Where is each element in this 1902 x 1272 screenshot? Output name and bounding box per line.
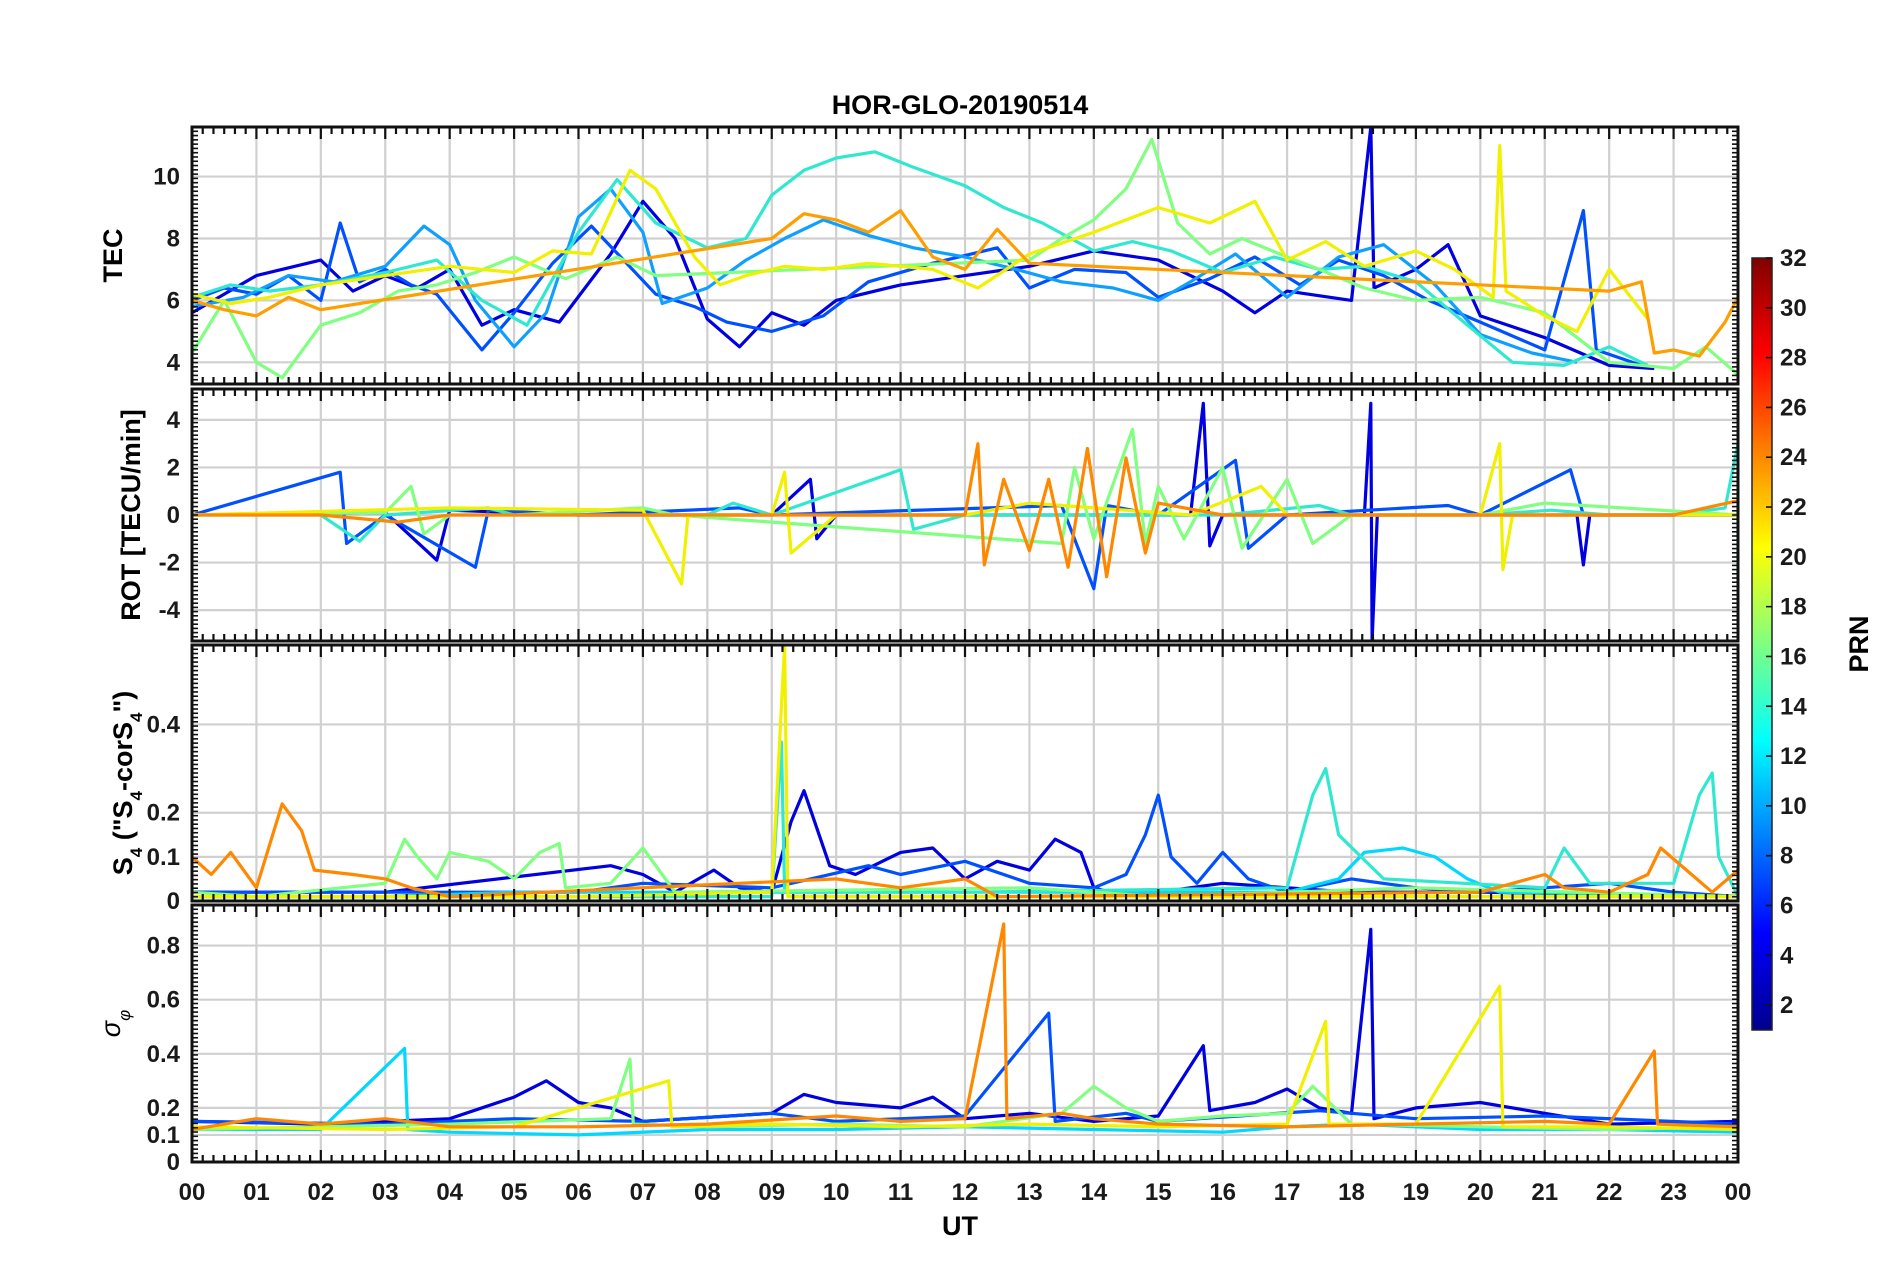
y-tick-label: 0.1 — [147, 1122, 180, 1149]
y-tick-label: 0.4 — [147, 1041, 181, 1068]
x-tick-label: 22 — [1596, 1179, 1623, 1206]
y-tick-label: 10 — [153, 164, 180, 191]
y-tick-label: 0.6 — [147, 987, 180, 1014]
x-tick-label: 08 — [694, 1179, 721, 1206]
colorbar-tick-label: 2 — [1780, 992, 1793, 1019]
y-tick-label: 0.1 — [147, 844, 180, 871]
x-tick-label: 01 — [243, 1179, 270, 1206]
colorbar-label: PRN — [1844, 615, 1874, 672]
y-tick-label: 0.8 — [147, 933, 180, 960]
x-tick-label: 19 — [1403, 1179, 1430, 1206]
x-tick-label: 04 — [436, 1179, 463, 1206]
chart-title: HOR-GLO-20190514 — [832, 90, 1089, 120]
series-prn-16 — [192, 837, 1738, 899]
y-tick-label: 0 — [167, 502, 180, 529]
series-prn-16 — [192, 137, 1738, 380]
y-axis-label: ROT [TECU/min] — [116, 409, 146, 620]
x-tick-label: 15 — [1145, 1179, 1172, 1206]
x-tick-label: 18 — [1338, 1179, 1365, 1206]
y-tick-label: 4 — [167, 349, 181, 376]
colorbar-tick-label: 16 — [1780, 643, 1807, 670]
colorbar-tick-label: 10 — [1780, 793, 1807, 820]
y-tick-label: 0.4 — [147, 711, 181, 738]
y-tick-label: 8 — [167, 225, 180, 252]
x-tick-label: 13 — [1016, 1179, 1043, 1206]
x-tick-label: 16 — [1209, 1179, 1236, 1206]
x-tick-label: 05 — [501, 1179, 528, 1206]
series-prn-6 — [192, 458, 1738, 591]
x-tick-label: 12 — [952, 1179, 979, 1206]
panel-sigma: 00.10.2 0.4 0.6 0.8 σφ — [96, 903, 1740, 1176]
colorbar-tick-label: 26 — [1780, 394, 1807, 421]
colorbar-tick-label: 32 — [1780, 245, 1807, 272]
x-tick-label: 14 — [1080, 1179, 1107, 1206]
y-tick-label: 0 — [167, 888, 180, 915]
colorbar-gradient — [1751, 257, 1773, 1031]
series-prn-16 — [192, 427, 1738, 550]
colorbar-tick-label: 14 — [1780, 693, 1807, 720]
y-axis-label: S4 ("S4-corS4") — [108, 691, 146, 876]
y-tick-label: 4 — [167, 407, 181, 434]
x-tick-label: 07 — [630, 1179, 657, 1206]
x-tick-label: 00 — [179, 1179, 206, 1206]
x-tick-label: 17 — [1274, 1179, 1301, 1206]
series-prn-16 — [192, 1057, 1738, 1132]
colorbar-tick-label: 18 — [1780, 594, 1807, 621]
colorbar-tick-label: 22 — [1780, 494, 1807, 521]
y-axis-label: TEC — [98, 229, 128, 283]
colorbar-tick-label: 28 — [1780, 345, 1807, 372]
x-tick-label: 11 — [888, 1179, 913, 1206]
y-tick-label: -2 — [159, 550, 180, 577]
series-prn-23 — [192, 209, 1738, 358]
colorbar-tick-label: 12 — [1780, 743, 1807, 770]
series-prn-23 — [192, 442, 1738, 579]
y-tick-label: 0 — [167, 1149, 180, 1176]
panel-tec: 4 6 8 10 TEC — [98, 125, 1740, 386]
series-prn-23 — [192, 922, 1738, 1132]
x-tick-label: 20 — [1467, 1179, 1494, 1206]
x-tick-label: 21 — [1531, 1179, 1558, 1206]
series-group — [192, 401, 1738, 641]
series-prn-23 — [192, 802, 1738, 899]
x-tick-label: 00 — [1725, 1179, 1752, 1206]
series-prn-13 — [192, 150, 1649, 367]
colorbar-tick-label: 6 — [1780, 892, 1793, 919]
y-tick-label: 2 — [167, 454, 180, 481]
panel-rot: -4 -2 0 2 4 ROT [TECU/min] — [116, 387, 1740, 643]
x-tick-label: 03 — [372, 1179, 399, 1206]
series-prn-20 — [192, 144, 1650, 333]
y-tick-label: 6 — [167, 287, 180, 314]
panel-s4: 0 0.1 0.2 0.4S4 ("S4-corS4") — [108, 643, 1740, 915]
series-group — [192, 922, 1738, 1137]
colorbar-tick-label: 20 — [1780, 544, 1807, 571]
y-tick-label: 0.2 — [147, 800, 180, 827]
colorbar-tick-label: 8 — [1780, 843, 1793, 870]
series-prn-20 — [192, 984, 1738, 1132]
x-tick-label: 10 — [823, 1179, 850, 1206]
x-tick-label: 02 — [307, 1179, 334, 1206]
colorbar-tick-label: 4 — [1780, 942, 1794, 969]
x-axis-label: UT — [942, 1211, 978, 1241]
y-axis-label: σφ — [96, 1010, 134, 1037]
x-tick-label: 23 — [1660, 1179, 1687, 1206]
y-tick-label: 0.2 — [147, 1095, 180, 1122]
y-tick-label: -4 — [159, 597, 181, 624]
x-tick-label: 06 — [565, 1179, 592, 1206]
x-tick-labels: 00 01 02 03 04 05 06 07 08 09 10 11 12 13 14 15 16 17 18 19… — [179, 1179, 1752, 1206]
series-group — [192, 127, 1738, 380]
colorbar-tick-label: 30 — [1780, 295, 1807, 322]
series-prn-13 — [192, 740, 1738, 899]
colorbar-tick-label: 24 — [1780, 444, 1807, 471]
x-tick-label: 09 — [758, 1179, 785, 1206]
